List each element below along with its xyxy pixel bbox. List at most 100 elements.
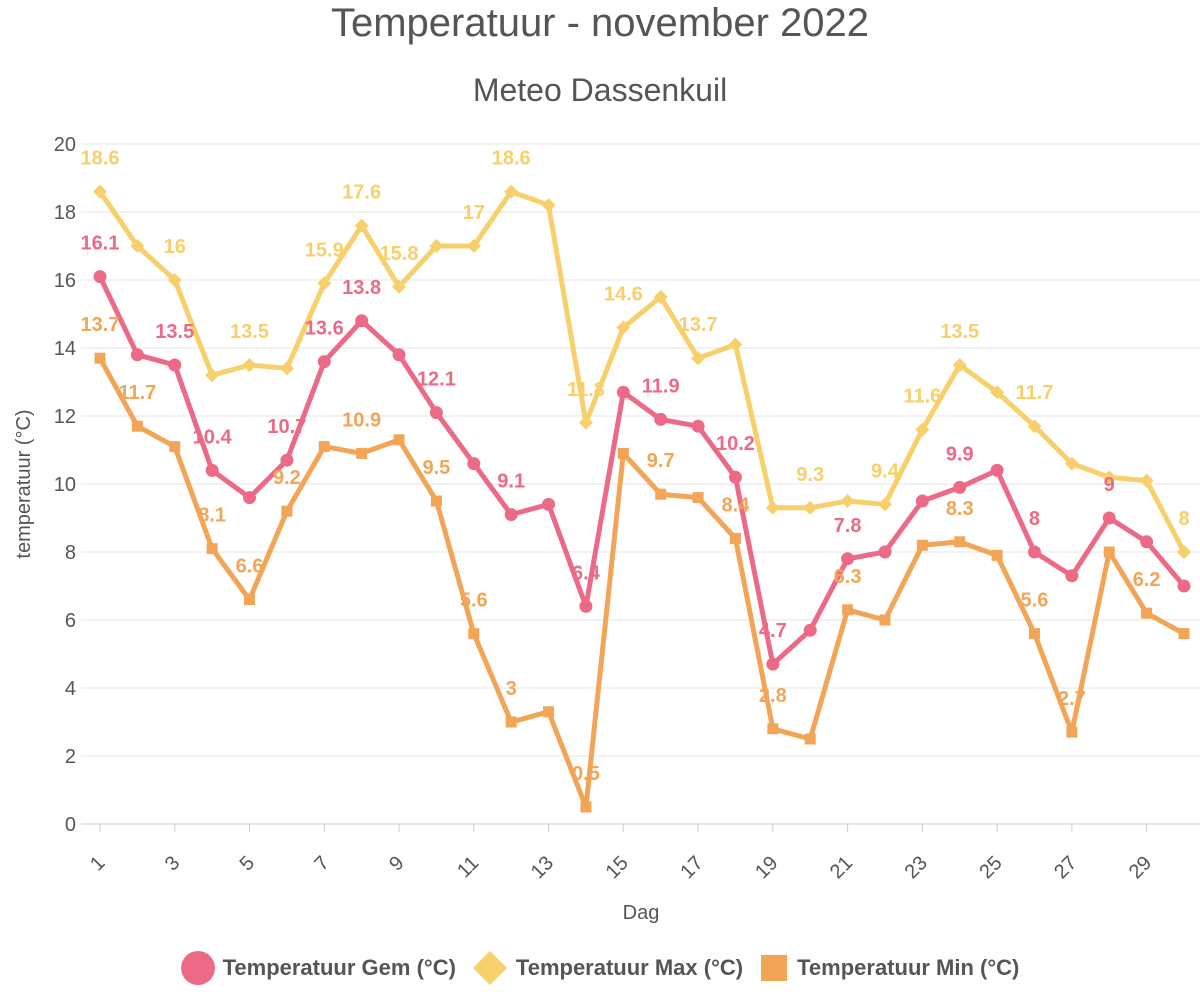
data-label: 13.6 [305, 318, 344, 340]
data-label: 9.4 [871, 460, 900, 482]
data-point [578, 415, 593, 430]
data-point [392, 279, 407, 294]
data-label: 9.5 [423, 457, 451, 479]
data-label: 16 [164, 236, 186, 258]
data-point [842, 604, 854, 616]
series-line [97, 355, 1187, 810]
data-point [504, 184, 519, 199]
y-tick-label: 8 [65, 542, 76, 564]
data-point [766, 657, 780, 671]
data-point [990, 385, 1005, 400]
data-point [1102, 470, 1117, 485]
data-point [691, 351, 706, 366]
x-tick-label: 5 [236, 852, 259, 875]
data-point [765, 500, 780, 515]
legend-item-max[interactable]: Temperatuur Max (°C) [472, 951, 743, 985]
data-label: 11.6 [903, 386, 941, 408]
data-label: 2.8 [759, 685, 787, 707]
data-label: 16.1 [81, 233, 120, 255]
data-point [317, 355, 331, 369]
data-point [205, 368, 220, 383]
data-point [205, 463, 219, 477]
data-label: 6.6 [236, 556, 264, 578]
data-point [542, 497, 556, 511]
data-point [541, 198, 556, 213]
data-label: 18.6 [492, 148, 531, 170]
data-label: 6.3 [834, 566, 862, 588]
data-point [617, 447, 629, 459]
data-point [130, 348, 144, 362]
x-tick-label: 25 [975, 852, 1006, 883]
data-point [466, 239, 481, 253]
data-label: 9 [1104, 474, 1115, 496]
x-tick-label: 27 [1050, 852, 1081, 883]
data-point [1140, 535, 1154, 549]
y-axis-ticks: 0 2 4 6 8 10 12 14 16 18 20 [54, 134, 76, 836]
data-point [915, 494, 929, 508]
data-point [206, 543, 218, 555]
data-point [93, 184, 107, 199]
data-point [616, 385, 630, 399]
data-label: 15.9 [305, 239, 344, 261]
legend-label-min: Temperatuur Min (°C) [797, 955, 1020, 980]
data-point [990, 463, 1004, 477]
data-point [505, 716, 517, 728]
data-label: 13.7 [679, 314, 718, 336]
data-point [954, 536, 966, 548]
data-point [879, 614, 891, 626]
data-label: 5.6 [1021, 590, 1049, 612]
data-point [429, 406, 443, 420]
data-point [1027, 419, 1042, 434]
legend-circle-icon [180, 951, 215, 985]
data-label: 9.2 [273, 467, 301, 489]
y-tick-label: 2 [65, 746, 76, 768]
y-tick-label: 4 [65, 678, 76, 700]
data-point [840, 494, 855, 508]
data-point [728, 470, 742, 484]
data-point [1139, 473, 1154, 488]
legend-item-gem[interactable]: Temperatuur Gem (°C) [180, 951, 456, 985]
data-label: 10.7 [267, 416, 306, 438]
data-point [244, 594, 256, 606]
data-point [242, 358, 257, 372]
data-point [616, 320, 631, 335]
data-point [653, 290, 668, 304]
data-label: 15.8 [380, 243, 419, 265]
data-point [1103, 546, 1115, 558]
data-point [1028, 628, 1040, 640]
x-tick-label: 13 [527, 852, 558, 883]
y-axis-title: temperatuur (°C) [13, 409, 35, 558]
data-point [916, 539, 928, 551]
data-point [430, 495, 442, 507]
data-label: 4.7 [759, 620, 787, 642]
data-point [429, 239, 444, 253]
data-point [915, 422, 930, 437]
data-point [953, 480, 967, 494]
data-label: 13.5 [940, 321, 979, 343]
data-point [878, 545, 892, 559]
data-point [468, 628, 480, 640]
chart-title: Temperatuur - november 2022 [330, 1, 870, 45]
legend-item-min[interactable]: Temperatuur Min (°C) [759, 955, 1019, 981]
data-point [355, 314, 369, 328]
x-tick-label: 21 [826, 852, 857, 883]
data-label: 12.1 [417, 369, 456, 391]
data-label: 11.7 [118, 382, 156, 404]
data-point [1177, 579, 1191, 593]
data-point [1066, 726, 1078, 738]
data-point [579, 599, 593, 613]
x-tick-label: 17 [676, 852, 707, 883]
x-tick-label: 29 [1125, 852, 1156, 883]
data-label: 8 [1178, 508, 1189, 530]
data-point [167, 273, 182, 287]
data-point [281, 505, 293, 517]
data-point [728, 337, 743, 352]
data-point [1064, 456, 1079, 471]
series-line [97, 274, 1187, 667]
series-line [97, 189, 1187, 555]
data-label: 6.2 [1133, 569, 1161, 591]
data-label: 13.7 [81, 314, 120, 336]
data-point [991, 549, 1003, 561]
data-point [1141, 607, 1153, 619]
data-label: 18.6 [81, 148, 120, 170]
